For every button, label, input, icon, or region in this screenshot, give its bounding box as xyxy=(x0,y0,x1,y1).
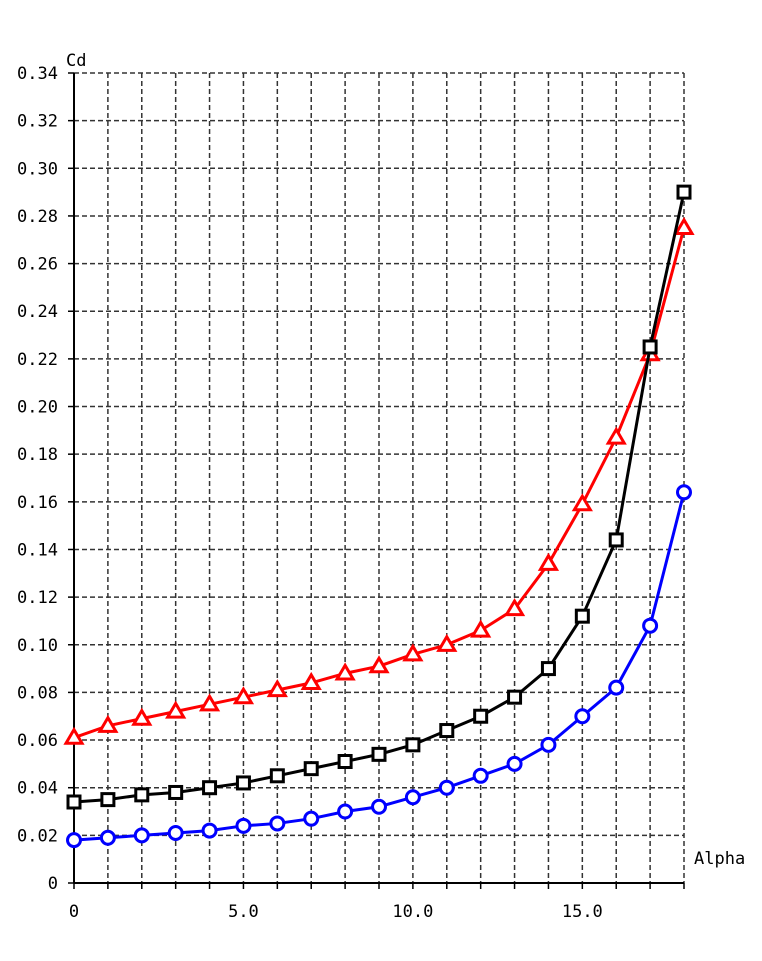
data-point-circle xyxy=(167,824,184,841)
data-point-circle xyxy=(506,755,523,772)
y-tick-label: 0.16 xyxy=(17,493,58,513)
data-point-circle xyxy=(201,822,218,839)
y-tick-label: 0 xyxy=(48,874,58,894)
data-point-triangle xyxy=(198,693,221,712)
data-point-triangle xyxy=(334,662,356,681)
x-tick-label: 5.0 xyxy=(228,902,259,922)
y-tick-label: 0.28 xyxy=(17,207,58,227)
data-point-circle xyxy=(642,617,659,634)
series-square xyxy=(66,184,692,810)
y-tick-label: 0.12 xyxy=(17,588,58,608)
data-point-square xyxy=(303,761,319,777)
data-point-triangle xyxy=(673,216,695,235)
data-point-square xyxy=(540,661,556,677)
data-point-triangle xyxy=(537,552,560,571)
data-point-triangle xyxy=(266,679,288,698)
data-point-square xyxy=(66,794,82,810)
data-point-square xyxy=(642,339,658,355)
data-point-triangle xyxy=(436,633,458,652)
data-point-triangle xyxy=(402,643,424,662)
data-point-triangle xyxy=(131,707,153,726)
y-tick-label: 0.06 xyxy=(17,731,58,751)
data-point-square xyxy=(100,792,116,808)
y-tick-label: 0.32 xyxy=(17,112,58,132)
data-point-circle xyxy=(438,779,455,796)
grid xyxy=(74,72,685,883)
data-point-square xyxy=(235,775,251,791)
data-point-circle xyxy=(574,708,591,725)
data-point-circle xyxy=(133,827,150,844)
data-point-circle xyxy=(99,829,116,846)
data-point-triangle xyxy=(63,726,85,745)
y-tick-label: 0.34 xyxy=(17,64,58,84)
data-point-square xyxy=(473,708,489,724)
data-point-square xyxy=(134,787,150,803)
data-point-triangle xyxy=(605,426,627,445)
data-point-square xyxy=(168,784,184,800)
y-tick-label: 0.20 xyxy=(17,398,58,418)
y-tick-label: 0.14 xyxy=(17,540,58,560)
data-point-square xyxy=(202,780,218,796)
data-point-circle xyxy=(235,817,252,834)
y-tick-label: 0.22 xyxy=(17,350,58,370)
data-point-square xyxy=(507,689,523,705)
y-tick-label: 0.26 xyxy=(17,255,58,275)
data-point-circle xyxy=(472,767,489,784)
y-tick-label: 0.02 xyxy=(17,826,58,846)
data-point-square xyxy=(676,184,692,200)
data-point-triangle xyxy=(503,598,526,617)
data-point-square xyxy=(574,608,590,624)
data-point-square xyxy=(269,768,285,784)
data-point-triangle xyxy=(165,700,187,719)
data-point-square xyxy=(608,532,624,548)
y-tick-label: 0.04 xyxy=(17,779,58,799)
x-tick-label: 15.0 xyxy=(562,902,603,922)
data-point-square xyxy=(371,746,387,762)
data-point-triangle xyxy=(97,714,119,733)
data-point-square xyxy=(337,754,353,769)
y-tick-label: 0.24 xyxy=(17,302,58,322)
data-point-triangle xyxy=(368,655,390,674)
data-point-circle xyxy=(608,679,625,696)
series-triangle xyxy=(63,216,695,745)
series-circle xyxy=(66,484,692,849)
data-point-circle xyxy=(540,736,557,753)
series-layer xyxy=(63,184,695,849)
data-point-triangle xyxy=(232,686,255,705)
data-point-circle xyxy=(303,810,320,827)
data-point-circle xyxy=(371,798,387,815)
data-point-circle xyxy=(404,789,421,806)
tick-labels: 0 0.02 0.04 0.06 0.08 0.10 0.12 0.14 0.16 0.18 0.2… xyxy=(17,64,603,922)
x-tick-label: 0 xyxy=(69,902,79,922)
data-point-square xyxy=(405,737,421,753)
y-tick-label: 0.08 xyxy=(17,683,58,703)
data-point-triangle xyxy=(300,671,322,690)
x-axis-title: Alpha xyxy=(694,849,745,869)
data-point-circle xyxy=(676,484,692,501)
y-tick-label: 0.18 xyxy=(17,445,58,465)
y-tick-label: 0.30 xyxy=(17,159,58,179)
y-axis-title: Cd xyxy=(66,51,86,71)
y-tick-label: 0.10 xyxy=(17,636,58,656)
data-point-circle xyxy=(337,803,354,820)
data-point-circle xyxy=(269,815,286,832)
data-point-triangle xyxy=(571,493,593,512)
data-point-circle xyxy=(66,832,82,849)
x-tick-label: 10.0 xyxy=(392,902,433,922)
data-point-square xyxy=(439,723,455,739)
axes xyxy=(68,72,685,889)
data-point-triangle xyxy=(470,619,492,638)
